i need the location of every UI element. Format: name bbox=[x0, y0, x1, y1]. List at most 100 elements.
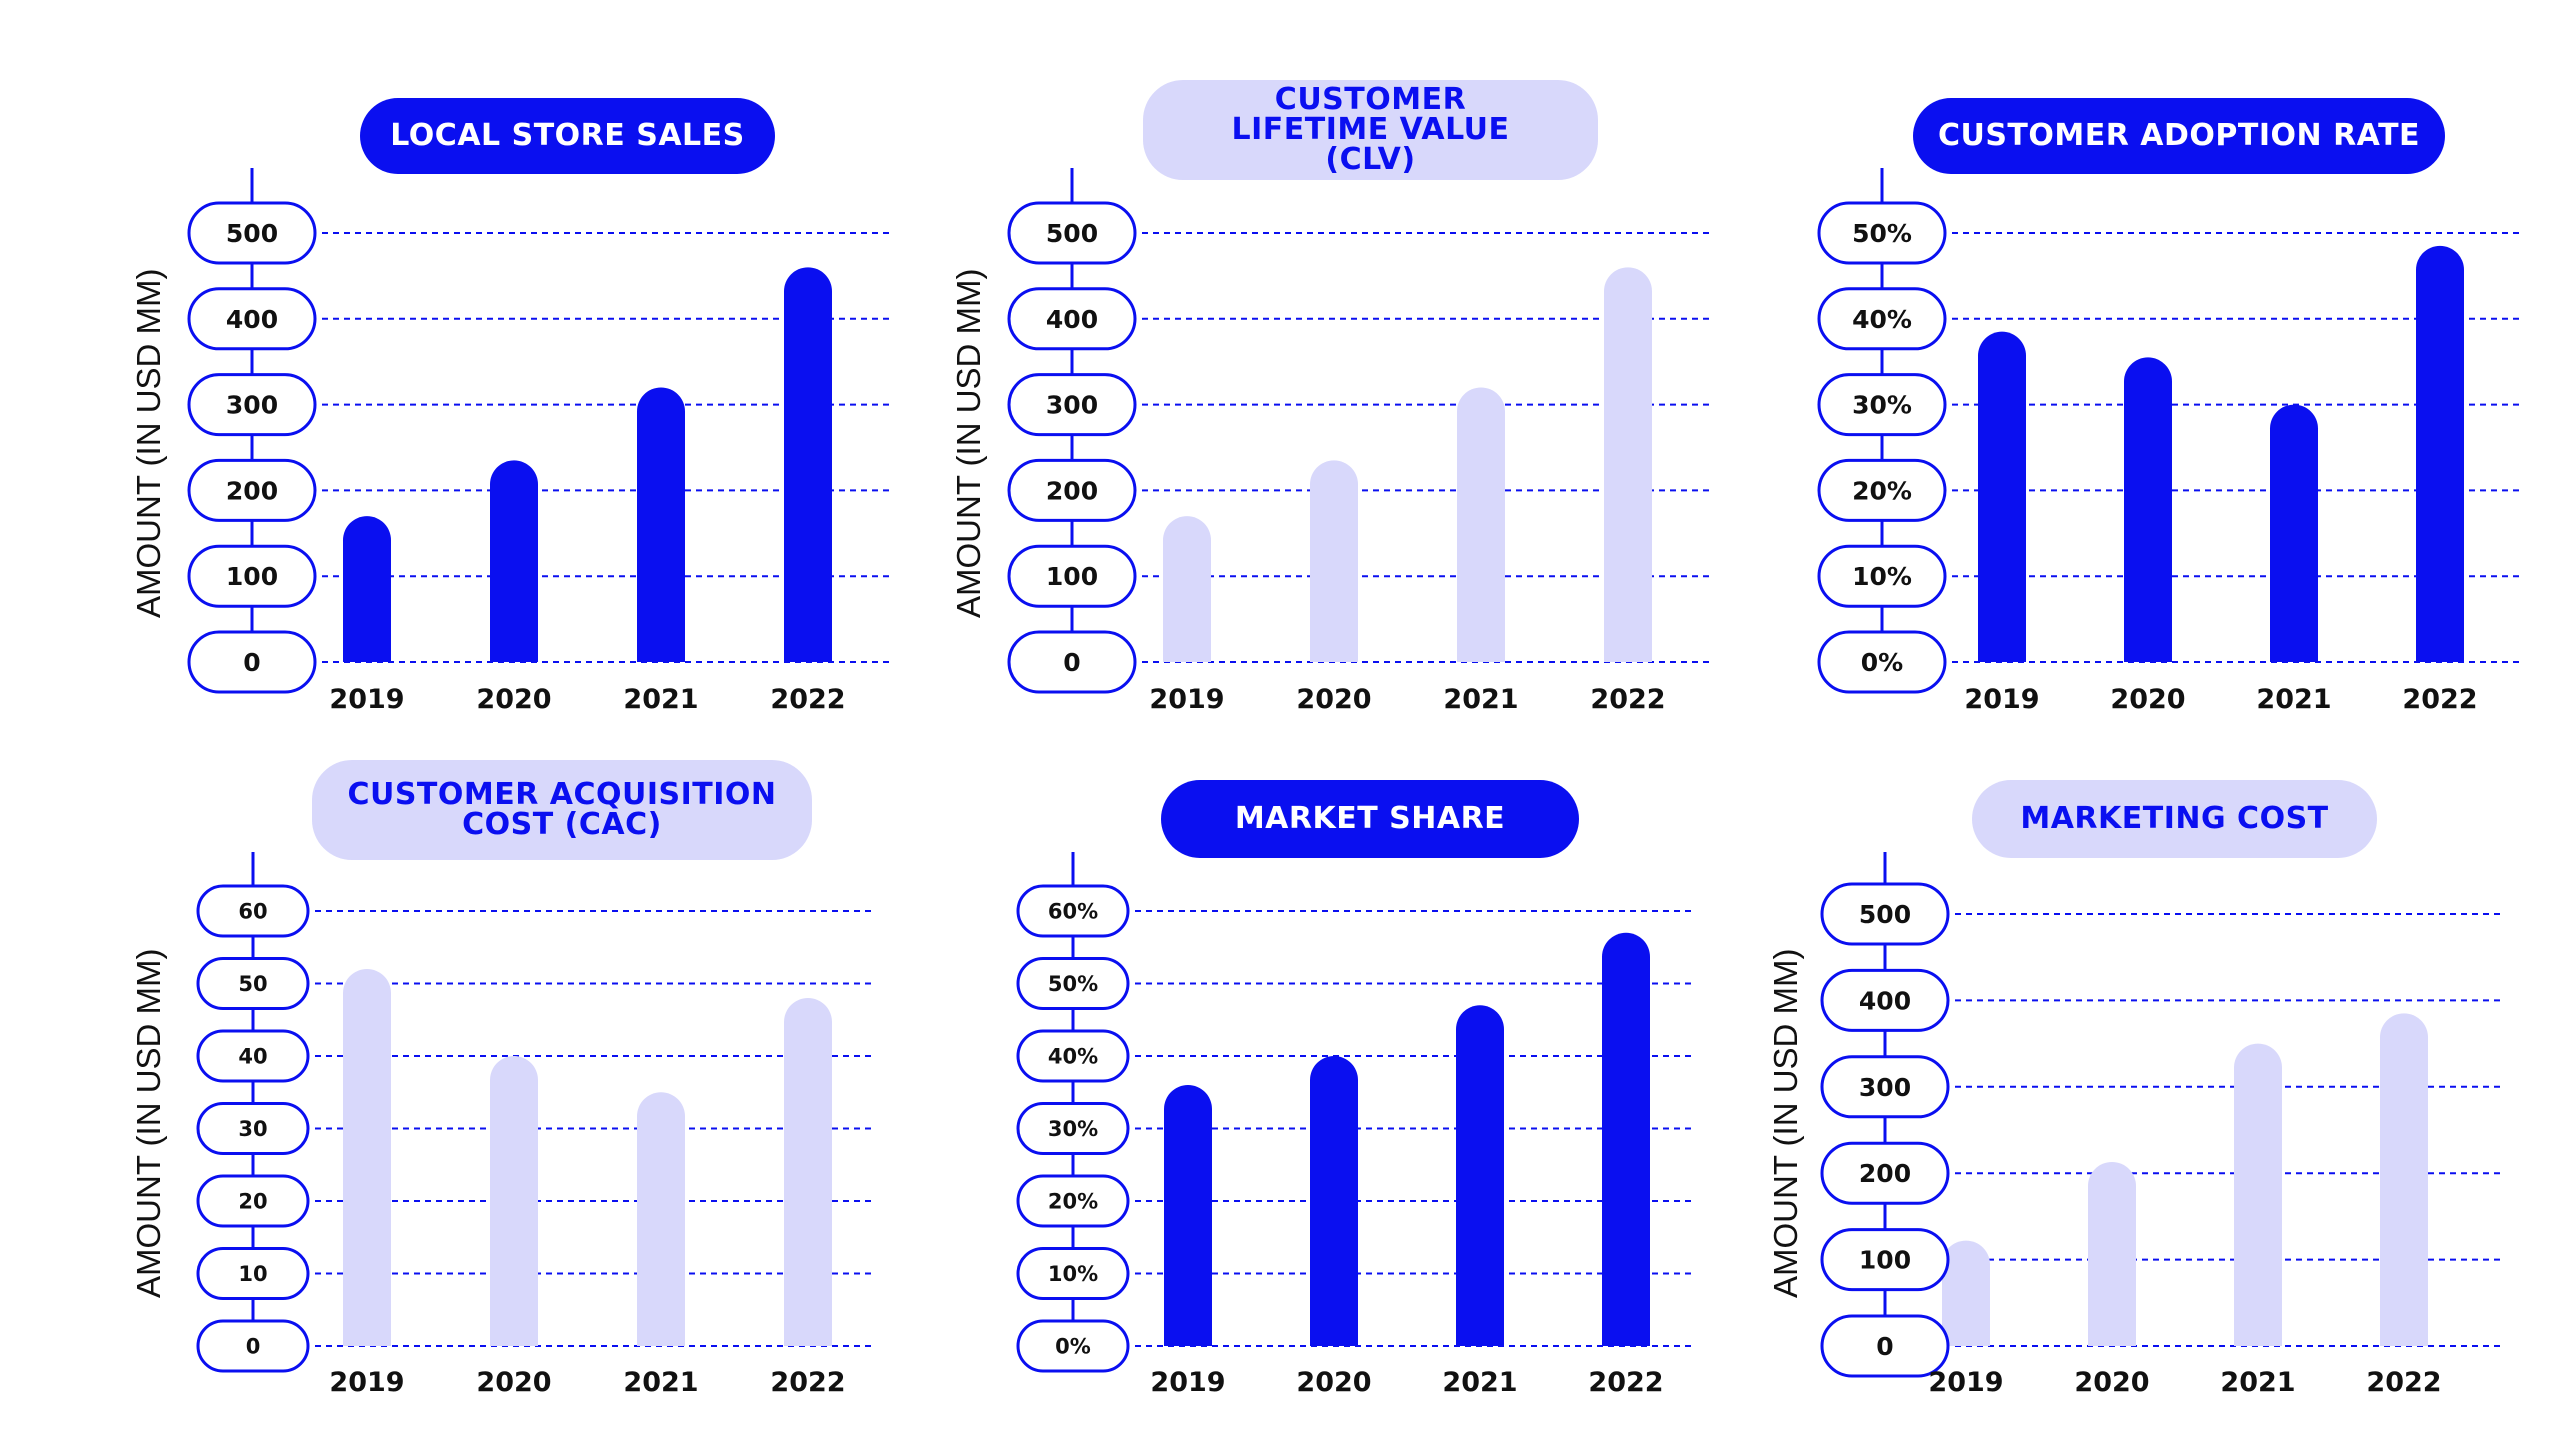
y-tick-label: 300 bbox=[226, 391, 278, 420]
chart-svg: 0 100 200 300 400 500 2019 2020 2021 2022 bbox=[1820, 852, 2500, 1398]
y-tick-label: 40 bbox=[238, 1045, 267, 1069]
y-tick-pill bbox=[1007, 373, 1137, 437]
bar-2022 bbox=[2380, 1013, 2428, 1346]
y-tick-label: 30% bbox=[1852, 391, 1912, 420]
y-tick-pill bbox=[1007, 458, 1137, 522]
y-tick-pill bbox=[1817, 287, 1947, 351]
bar-2021 bbox=[1457, 387, 1505, 662]
chart-title: CUSTOMER LIFETIME VALUE (CLV) bbox=[1143, 80, 1598, 180]
x-tick-label: 2021 bbox=[2256, 684, 2331, 715]
y-tick-label: 100 bbox=[1046, 562, 1098, 591]
bar-2022 bbox=[784, 998, 832, 1346]
y-tick-label: 200 bbox=[226, 476, 278, 505]
x-tick-label: 2020 bbox=[2074, 1367, 2149, 1398]
y-tick-pill bbox=[196, 1174, 310, 1228]
bar-2022 bbox=[1604, 267, 1652, 662]
y-tick-pill bbox=[1016, 884, 1130, 938]
y-tick-label: 10 bbox=[238, 1262, 267, 1286]
chart-panel-customer-adoption-rate: CUSTOMER ADOPTION RATE 0% 10% 20% 30% 40% 50%… bbox=[1740, 90, 2540, 740]
chart-svg: 0% 10% 20% 30% 40% 50% 2019 2020 2021 2022 bbox=[1817, 168, 2524, 715]
x-tick-label: 2020 bbox=[476, 1367, 551, 1398]
y-tick-pill bbox=[1820, 1141, 1950, 1205]
y-tick-label: 100 bbox=[1859, 1246, 1911, 1275]
x-tick-label: 2019 bbox=[1150, 1367, 1225, 1398]
y-tick-label: 200 bbox=[1046, 476, 1098, 505]
y-tick-pill bbox=[1817, 373, 1947, 437]
bar-2022 bbox=[784, 267, 832, 662]
y-tick-pill bbox=[1016, 1319, 1130, 1373]
y-tick-label: 100 bbox=[226, 562, 278, 591]
y-tick-label: 0 bbox=[246, 1335, 261, 1359]
y-tick-pill bbox=[1007, 201, 1137, 265]
y-tick-label: 0% bbox=[1055, 1335, 1091, 1359]
y-tick-label: 200 bbox=[1859, 1159, 1911, 1188]
y-tick-pill bbox=[1820, 1228, 1950, 1292]
y-tick-label: 30% bbox=[1048, 1117, 1098, 1141]
x-tick-label: 2022 bbox=[2402, 684, 2477, 715]
y-tick-label: 50 bbox=[238, 972, 267, 996]
chart-title: CUSTOMER ACQUISITION COST (CAC) bbox=[312, 760, 812, 860]
chart-panel-marketing-cost: MARKETING COST AMOUNT (IN USD MM) 0 100 20… bbox=[1740, 760, 2540, 1420]
y-tick-label: 0% bbox=[1861, 648, 1903, 677]
chart-panel-customer-lifetime-value: CUSTOMER LIFETIME VALUE (CLV) AMOUNT (IN… bbox=[920, 80, 1720, 740]
x-tick-label: 2020 bbox=[476, 684, 551, 715]
y-tick-label: 0 bbox=[1876, 1332, 1893, 1361]
bar-2021 bbox=[637, 1092, 685, 1346]
y-tick-pill bbox=[187, 201, 317, 265]
bar-2022 bbox=[2416, 245, 2464, 662]
y-tick-label: 30 bbox=[238, 1117, 267, 1141]
x-tick-label: 2021 bbox=[1442, 1367, 1517, 1398]
y-tick-label: 20% bbox=[1852, 476, 1912, 505]
y-tick-pill bbox=[187, 373, 317, 437]
chart-title: CUSTOMER ADOPTION RATE bbox=[1913, 98, 2445, 174]
y-tick-pill bbox=[187, 458, 317, 522]
y-tick-label: 60 bbox=[238, 900, 267, 924]
y-tick-pill bbox=[196, 1319, 310, 1373]
bar-2021 bbox=[637, 387, 685, 662]
bar-2021 bbox=[2234, 1043, 2282, 1346]
y-tick-label: 300 bbox=[1859, 1073, 1911, 1102]
y-tick-pill bbox=[1820, 1055, 1950, 1119]
y-tick-label: 0 bbox=[1063, 648, 1080, 677]
y-tick-pill bbox=[187, 287, 317, 351]
bar-2020 bbox=[1310, 1056, 1358, 1346]
y-tick-label: 40% bbox=[1048, 1045, 1098, 1069]
bar-2019 bbox=[1942, 1240, 1990, 1346]
x-tick-label: 2021 bbox=[1443, 684, 1518, 715]
y-tick-pill bbox=[196, 1029, 310, 1083]
bar-2021 bbox=[2270, 404, 2318, 662]
chart-title: LOCAL STORE SALES bbox=[360, 98, 775, 174]
y-tick-label: 500 bbox=[1859, 900, 1911, 929]
x-tick-label: 2022 bbox=[770, 684, 845, 715]
bar-2020 bbox=[2124, 357, 2172, 662]
y-tick-pill bbox=[196, 1247, 310, 1300]
x-tick-label: 2019 bbox=[1964, 684, 2039, 715]
x-tick-label: 2019 bbox=[329, 1367, 404, 1398]
x-tick-label: 2019 bbox=[1149, 684, 1224, 715]
y-tick-label: 400 bbox=[1046, 305, 1098, 334]
x-tick-label: 2020 bbox=[1296, 684, 1371, 715]
y-tick-label: 500 bbox=[1046, 219, 1098, 248]
chart-panel-customer-acquisition-cost: CUSTOMER ACQUISITION COST (CAC) AMOUNT (… bbox=[100, 760, 900, 1420]
chart-svg: 0 100 200 300 400 500 2019 2020 2021 2022 bbox=[187, 168, 894, 715]
bar-2019 bbox=[1978, 331, 2026, 662]
y-tick-pill bbox=[1820, 882, 1950, 946]
y-tick-pill bbox=[1007, 544, 1137, 608]
y-tick-label: 400 bbox=[226, 305, 278, 334]
y-tick-pill bbox=[1016, 1247, 1130, 1300]
y-tick-label: 10% bbox=[1852, 562, 1912, 591]
y-tick-pill bbox=[1016, 957, 1130, 1010]
y-tick-label: 50% bbox=[1048, 972, 1098, 996]
y-tick-label: 300 bbox=[1046, 391, 1098, 420]
y-tick-label: 20 bbox=[238, 1190, 267, 1214]
y-tick-label: 500 bbox=[226, 219, 278, 248]
x-tick-label: 2020 bbox=[2110, 684, 2185, 715]
bar-2020 bbox=[1310, 460, 1358, 662]
x-tick-label: 2020 bbox=[1296, 1367, 1371, 1398]
x-tick-label: 2021 bbox=[623, 1367, 698, 1398]
x-tick-label: 2022 bbox=[1588, 1367, 1663, 1398]
bar-2019 bbox=[343, 969, 391, 1346]
y-tick-pill bbox=[1007, 630, 1137, 694]
y-tick-label: 400 bbox=[1859, 986, 1911, 1015]
bar-2021 bbox=[1456, 1005, 1504, 1346]
